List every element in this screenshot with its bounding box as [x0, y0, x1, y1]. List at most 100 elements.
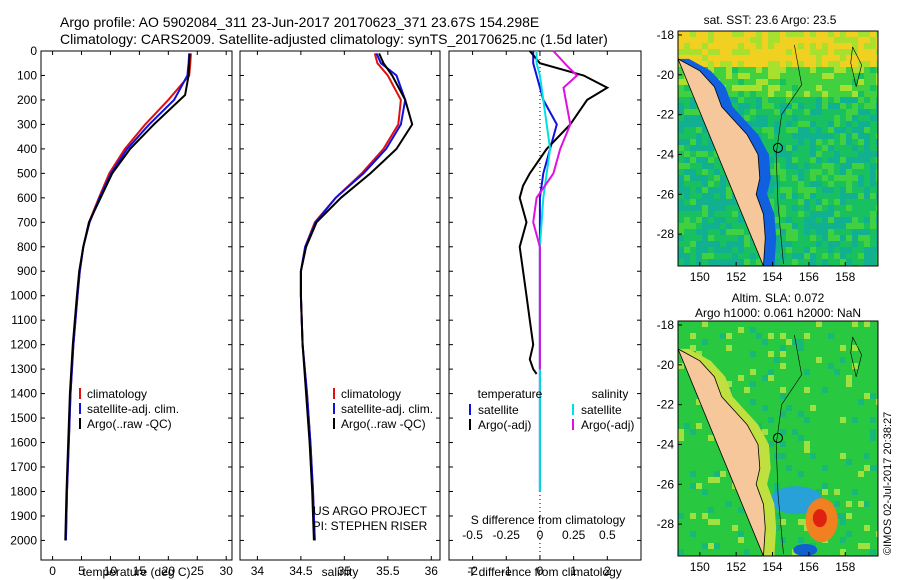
sla-map-cell	[804, 333, 810, 339]
sst-map-cell	[834, 157, 840, 163]
sla-map-cell	[786, 363, 792, 369]
sla-map-cell	[744, 519, 750, 525]
sla-map-cell	[840, 399, 846, 405]
sst-map-cell	[732, 43, 738, 49]
sst-map-cell	[828, 133, 834, 139]
sst-map-cell	[834, 163, 840, 169]
sst-map-cell	[816, 229, 822, 235]
sla-low-anomaly	[793, 544, 818, 556]
sla-map-cell	[690, 537, 696, 543]
sst-map-cell	[786, 223, 792, 229]
sst-map-cell	[690, 127, 696, 133]
sst-map-cell	[750, 121, 756, 127]
sst-map-cell	[738, 229, 744, 235]
sst-map-cell	[798, 37, 804, 43]
sst-map-cell	[804, 241, 810, 247]
sla-map-cell	[786, 531, 792, 537]
sla-map-cell	[762, 387, 768, 393]
sst-map-cell	[858, 133, 864, 139]
sst-map-cell	[690, 181, 696, 187]
sla-map-cell	[864, 333, 870, 339]
sla-map-cell	[810, 471, 816, 477]
sst-map-cell	[780, 109, 786, 115]
sla-map-cell	[786, 441, 792, 447]
sst-map-cell	[690, 55, 696, 61]
sla-map-cell	[774, 537, 780, 543]
sst-map-cell	[852, 85, 858, 91]
sst-map-cell	[714, 223, 720, 229]
sst-map-cell	[864, 55, 870, 61]
sst-map-cell	[792, 193, 798, 199]
sla-map-cell	[852, 465, 858, 471]
sla-map-cell	[822, 399, 828, 405]
sst-map-cell	[720, 31, 726, 37]
sla-map-cell	[864, 519, 870, 525]
sst-map-cell	[684, 37, 690, 43]
sla-map-cell	[852, 453, 858, 459]
sla-map-cell	[708, 543, 714, 549]
sst-map-cell	[792, 145, 798, 151]
sst-map-cell	[720, 37, 726, 43]
sst-map-cell	[684, 259, 690, 265]
sla-map-cell	[864, 429, 870, 435]
sla-map-cell	[702, 321, 708, 327]
sla-map-cell	[846, 495, 852, 501]
sst-map-cell	[732, 205, 738, 211]
sst-map-cell	[864, 193, 870, 199]
sla-map-cell	[846, 471, 852, 477]
sla-map-cell	[726, 369, 732, 375]
sst-map-cell	[834, 127, 840, 133]
sst-map-cell	[678, 37, 684, 43]
sst-map-cell	[816, 79, 822, 85]
sst-map-cell	[768, 73, 774, 79]
sst-map-cell	[846, 109, 852, 115]
sla-map-land	[678, 348, 766, 556]
sst-map-cell	[738, 73, 744, 79]
sla-map-cell	[804, 447, 810, 453]
sla-map-cell	[810, 363, 816, 369]
sst-map-cell	[732, 61, 738, 67]
sst-map-cell	[678, 223, 684, 229]
sla-map-cell	[750, 399, 756, 405]
sst-map-cell	[864, 49, 870, 55]
sst-map-cell	[876, 31, 878, 37]
sst-map-cell	[810, 151, 816, 157]
sst-map-cell	[750, 73, 756, 79]
sla-map-cell	[834, 495, 840, 501]
sla-map-cell	[804, 321, 810, 327]
sla-map-cell	[684, 459, 690, 465]
sst-map-cell	[846, 73, 852, 79]
sla-map-cell	[834, 531, 840, 537]
sst-map-cell	[804, 73, 810, 79]
sst-map-cell	[792, 247, 798, 253]
sst-map-cell	[732, 229, 738, 235]
sst-map-cell	[768, 139, 774, 145]
sst-map-cell	[804, 85, 810, 91]
sla-map-cell	[684, 339, 690, 345]
sst-map-cell	[696, 49, 702, 55]
sst-map-cell	[708, 175, 714, 181]
sst-map-cell	[786, 43, 792, 49]
salinity-series-1-line	[299, 52, 407, 541]
sst-map-cell	[774, 133, 780, 139]
sst-map-cell	[810, 85, 816, 91]
sst-map-cell	[744, 115, 750, 121]
sla-map-cell	[702, 345, 708, 351]
sla-map-cell	[840, 387, 846, 393]
sla-map-cell	[738, 345, 744, 351]
sst-map-cell	[684, 157, 690, 163]
sst-map-cell	[708, 205, 714, 211]
sla-map-cell	[810, 369, 816, 375]
sst-map-cell	[714, 235, 720, 241]
sst-map-cell	[690, 169, 696, 175]
sla-map-cell	[744, 537, 750, 543]
sst-map-cell	[846, 37, 852, 43]
sst-map-cell	[780, 229, 786, 235]
sla-map-cell	[702, 507, 708, 513]
sla-map-cell	[678, 519, 684, 525]
sst-map-cell	[834, 103, 840, 109]
sla-map-cell	[804, 429, 810, 435]
sst-map-cell	[732, 91, 738, 97]
sla-map-cell	[834, 477, 840, 483]
depth-tick-label: 1600	[10, 436, 37, 450]
